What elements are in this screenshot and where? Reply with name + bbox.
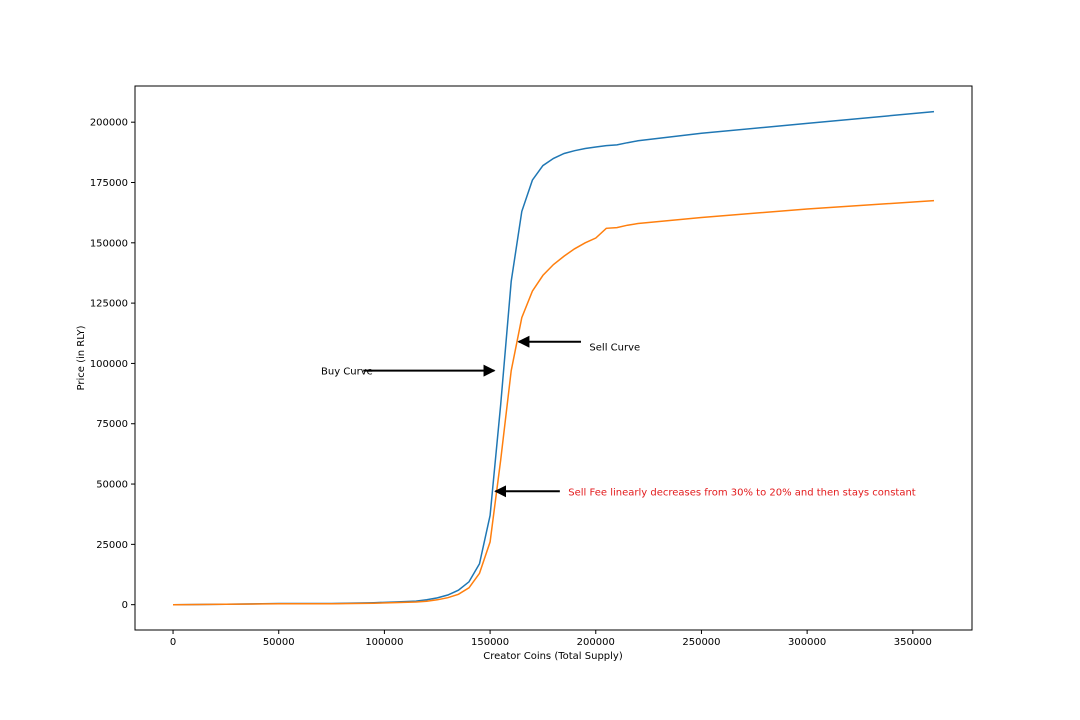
annotation-label-2: Sell Curve <box>589 343 640 354</box>
y-tick-label: 125000 <box>90 299 128 310</box>
y-tick-label: 50000 <box>96 480 128 491</box>
annotation-label-1: Buy Curve <box>321 367 373 378</box>
x-tick-label: 150000 <box>471 637 509 648</box>
series-line-2 <box>172 199 935 606</box>
x-tick-label: 200000 <box>577 637 615 648</box>
axes-layer: 0 50000 100000 150000 200000 250000 300000 3500… <box>90 85 973 648</box>
y-tick-label: 100000 <box>90 359 128 370</box>
y-axis-label: Price (in RLY) <box>76 325 87 390</box>
y-tick-label: 175000 <box>90 178 128 189</box>
x-tick-label: 300000 <box>788 637 826 648</box>
annotation-layer: Buy Curve Sell Curve Sell Fee linearly dec… <box>321 335 916 498</box>
series-layer <box>172 110 935 606</box>
y-tick-label: 75000 <box>96 419 128 430</box>
y-tick-label: 150000 <box>90 238 128 249</box>
x-tick-label: 0 <box>170 637 176 648</box>
x-tick-label: 350000 <box>894 637 932 648</box>
x-tick-label: 100000 <box>365 637 403 648</box>
plot-frame <box>134 85 973 631</box>
series-line-1 <box>172 110 935 606</box>
y-tick-label: 0 <box>122 600 128 611</box>
y-tick-label: 200000 <box>90 118 128 129</box>
x-axis-label: Creator Coins (Total Supply) <box>483 651 623 662</box>
x-tick-label: 50000 <box>263 637 295 648</box>
annotation-label-3: Sell Fee linearly decreases from 30% to … <box>568 487 916 498</box>
x-tick-label: 250000 <box>682 637 720 648</box>
y-tick-label: 25000 <box>96 540 128 551</box>
